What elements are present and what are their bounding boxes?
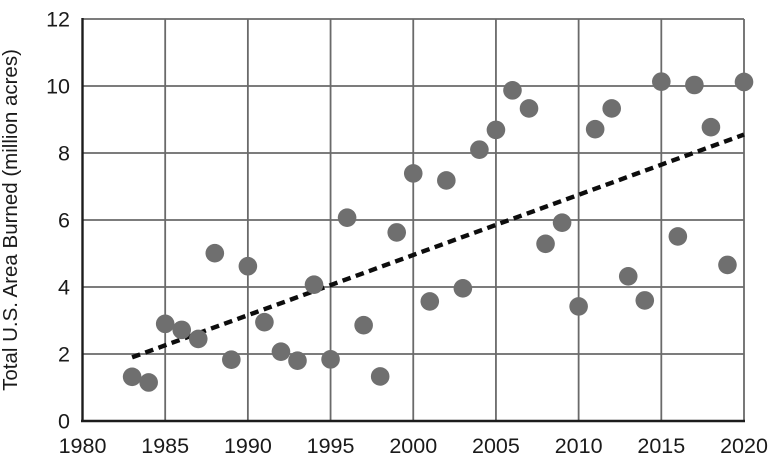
data-point <box>337 208 357 227</box>
data-point <box>304 275 324 294</box>
data-point <box>701 117 721 137</box>
data-point <box>387 223 407 242</box>
data-point <box>602 99 621 118</box>
x-tick-label: 1985 <box>141 434 189 458</box>
x-tick-label: 1990 <box>224 434 272 458</box>
x-tick-label: 2000 <box>389 434 437 458</box>
data-point <box>734 72 754 92</box>
data-point <box>370 367 390 386</box>
y-tick-label: 10 <box>46 75 70 99</box>
data-point <box>403 164 423 183</box>
x-tick-label: 1980 <box>59 434 107 458</box>
y-tick-label: 0 <box>58 410 70 434</box>
data-point <box>486 120 506 140</box>
gridlines <box>81 18 745 422</box>
data-point <box>420 292 440 311</box>
data-point <box>569 297 588 316</box>
tick-labels: 1980 1985 1990 1995 2000 2005 2010 2015 2020 0 2 4 6… <box>46 8 768 459</box>
y-tick-label: 2 <box>58 343 70 367</box>
data-point <box>552 213 572 232</box>
data-point <box>139 373 158 392</box>
data-point <box>437 171 456 190</box>
data-point <box>354 315 373 335</box>
data-point <box>503 81 522 100</box>
data-point <box>321 350 340 369</box>
data-point <box>635 291 655 310</box>
y-tick-label: 8 <box>58 142 70 166</box>
data-point <box>453 279 473 298</box>
x-tick-label: 2020 <box>720 434 768 458</box>
data-point <box>618 266 638 286</box>
x-tick-label: 1995 <box>307 434 355 458</box>
data-point <box>668 227 688 246</box>
y-axis-title: Total U.S. Area Burned (million acres) <box>0 49 22 391</box>
data-point <box>155 314 175 334</box>
data-point <box>238 256 258 276</box>
y-tick-label: 6 <box>58 209 70 233</box>
x-tick-label: 2010 <box>555 434 603 458</box>
data-point <box>470 140 489 159</box>
data-point <box>519 99 539 118</box>
data-point <box>536 234 555 254</box>
x-tick-label: 2005 <box>472 434 520 458</box>
data-point <box>288 351 307 371</box>
axes <box>81 18 745 423</box>
data-point <box>122 367 142 387</box>
data-point <box>652 72 671 91</box>
trend-line-layer <box>131 132 745 360</box>
data-point <box>271 342 291 361</box>
trend-line <box>131 132 745 360</box>
data-point <box>255 312 274 332</box>
y-tick-label: 4 <box>58 276 70 300</box>
data-point <box>685 75 704 95</box>
data-point <box>172 320 192 340</box>
x-tick-label: 2015 <box>637 434 685 458</box>
data-point <box>222 350 241 369</box>
y-tick-label: 12 <box>46 8 70 32</box>
data-point <box>205 243 225 263</box>
data-points-layer <box>122 72 754 392</box>
data-point <box>718 255 737 275</box>
data-point <box>188 329 208 349</box>
data-point <box>585 119 605 139</box>
